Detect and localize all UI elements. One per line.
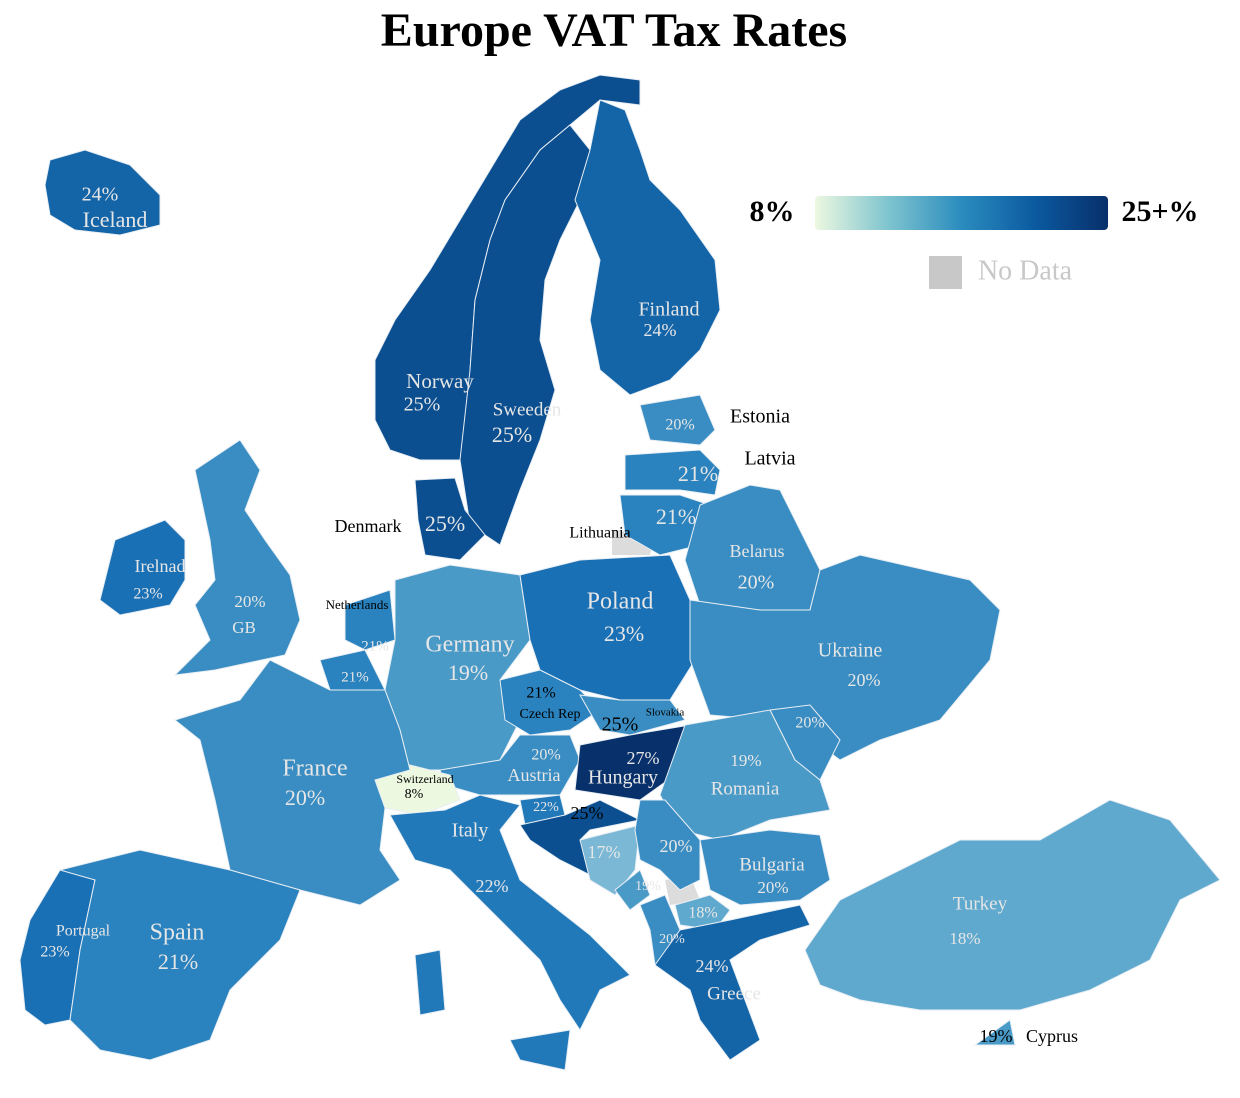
country-name: Estonia [730,406,790,428]
country-name: GB [232,618,256,637]
country [58,849,301,1061]
country-name: Germany [425,632,514,658]
country-name: Spain [150,920,205,946]
country [634,799,701,891]
legend-gradient [815,196,1108,230]
value-label: 21% [526,685,555,702]
country-name: Portugal [56,923,111,940]
value-label: 20% [757,878,788,897]
country-name: Latvia [744,448,795,470]
country [654,904,811,1061]
country-name: Lithuania [569,525,630,542]
country [579,694,686,736]
country [804,799,1221,1011]
country [414,477,486,561]
value-label: 24% [696,956,729,976]
value-label: 25% [492,422,532,447]
country-name: Iceland [83,207,148,232]
country-name: Austria [508,765,561,785]
country [614,869,651,911]
legend-max: 25+% [1121,195,1198,228]
country-name: Poland [587,589,654,615]
country [674,894,731,931]
value-label: 20% [659,932,685,947]
country-name: Denmark [335,516,402,536]
value-label: 25% [425,511,465,536]
country-name: Switzerland [396,772,453,786]
country [699,829,831,906]
value-label: 20% [660,836,693,856]
country-name: Hungary [588,767,658,789]
value-label: 21% [158,949,198,974]
value-label: 21% [341,669,369,685]
country-name: Irelnad [135,556,186,576]
country-name: Cyprus [1026,1026,1078,1046]
country-name: Greece [707,983,761,1004]
country [44,149,161,236]
value-label: 24% [82,184,119,206]
value-label: 25% [404,394,441,416]
country [639,394,716,446]
country [344,589,396,651]
country-name: Turkey [953,893,1008,914]
country [973,1019,1016,1046]
legend-no-data-swatch [929,256,962,289]
value-label: 21% [656,504,696,529]
country [173,439,301,676]
country [574,99,721,396]
value-label: 20% [848,670,881,690]
value-label: 18% [688,905,717,922]
country [624,449,721,496]
country-name: Slovakia [646,707,685,719]
value-label: 22% [476,876,509,896]
value-label: 25% [602,714,639,736]
value-label: 8% [405,787,424,802]
value-label: 23% [604,621,644,646]
country-name: Romania [711,778,780,799]
country-name: Italy [452,820,489,842]
value-label: 19% [980,1026,1013,1046]
country [173,659,411,906]
country [389,794,631,1071]
country [499,669,601,736]
value-label: 20% [665,417,694,434]
value-label: 27% [627,748,660,768]
value-label: 19% [448,660,488,685]
value-label: 20% [234,592,265,611]
country-name: Belarus [730,541,785,561]
legend-no-data: No Data [978,255,1073,286]
value-label: 19% [730,751,761,770]
value-label: 23% [40,944,69,961]
value-label: 18% [949,929,980,948]
country-name: Finland [638,299,699,321]
country [99,519,186,616]
country-name: Czech Rep [519,707,580,722]
value-label: 19% [635,879,661,894]
value-label: 17% [588,842,621,862]
value-label: 22% [533,800,559,815]
country-name: France [282,756,347,782]
countries [19,74,1221,1071]
country-name: Sweeden [493,399,562,420]
value-label: 25% [571,803,604,823]
country-name: Norway [406,369,474,393]
title: Europe VAT Tax Rates [381,4,847,57]
legend-min: 8% [750,195,795,228]
country-name: Ukraine [818,640,883,662]
value-label: 20% [795,715,824,732]
value-label: 20% [738,572,775,594]
value-label: 21% [361,638,389,654]
value-label: 23% [133,586,162,603]
value-label: 20% [285,785,325,810]
value-label: 24% [644,320,677,340]
country-name: Netherlands [326,597,389,612]
country-name: Bulgaria [739,854,805,875]
value-label: 20% [531,747,560,764]
value-label: 21% [678,461,718,486]
